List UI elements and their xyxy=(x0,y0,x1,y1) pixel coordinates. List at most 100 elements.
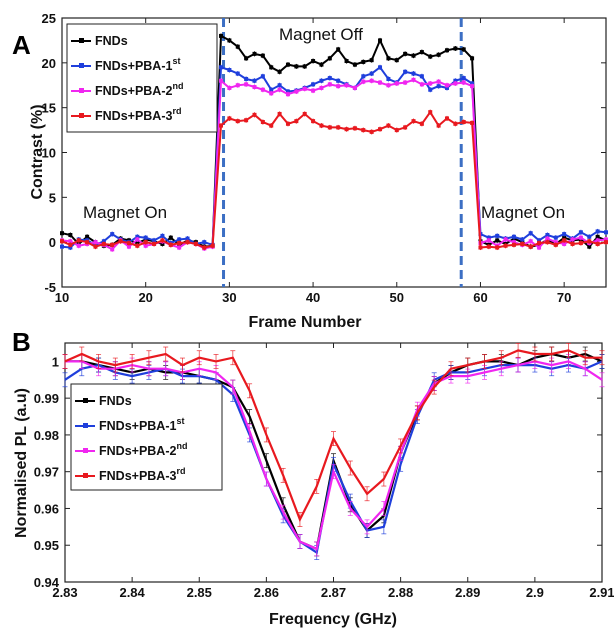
data-point xyxy=(537,245,542,250)
data-point xyxy=(227,38,232,43)
data-point xyxy=(411,71,416,76)
data-point xyxy=(562,235,567,240)
legend-label-3: FNDs+PBA-2nd xyxy=(99,441,187,458)
data-point xyxy=(185,240,190,245)
panel-b-x-tick-label: 2.88 xyxy=(388,585,413,600)
legend-label-text: FNDs+PBA-1 xyxy=(95,59,172,73)
panel-a-x-tick-label: 30 xyxy=(222,290,236,305)
annotation-magnet-on-right: Magnet On xyxy=(481,203,565,222)
legend-label-1: FNDs xyxy=(99,394,132,408)
data-point xyxy=(327,125,332,130)
data-point xyxy=(419,82,424,87)
data-point xyxy=(277,87,282,92)
data-point xyxy=(311,88,316,93)
data-point xyxy=(118,239,123,244)
panel-a-y-tick-label: 0 xyxy=(49,235,56,250)
data-point xyxy=(227,85,232,90)
data-point xyxy=(260,87,265,92)
data-point xyxy=(352,126,357,131)
series-line-4 xyxy=(62,342,605,527)
panel-b-y-tick-label: 0.96 xyxy=(34,501,59,516)
data-point xyxy=(126,241,131,246)
data-point xyxy=(436,123,441,128)
data-point xyxy=(319,123,324,128)
panel-a-x-tick-label: 40 xyxy=(306,290,320,305)
legend-label-4: FNDs+PBA-3rd xyxy=(95,106,181,123)
panel-a-x-axis-label: Frame Number xyxy=(249,314,362,331)
data-point xyxy=(361,74,366,79)
data-point xyxy=(470,56,475,61)
data-point xyxy=(595,241,600,246)
data-point xyxy=(244,56,249,61)
legend-label-text: FNDs xyxy=(95,34,128,48)
legend-label-superscript: nd xyxy=(176,441,187,451)
data-point xyxy=(369,71,374,76)
data-point xyxy=(545,240,550,245)
data-point xyxy=(403,125,408,130)
data-point xyxy=(419,121,424,126)
legend-label-text: FNDs+PBA-2 xyxy=(95,84,172,98)
data-point xyxy=(545,232,550,237)
data-point xyxy=(260,74,265,79)
data-point xyxy=(470,84,475,89)
panel-a-x-tick-label: 50 xyxy=(390,290,404,305)
data-point xyxy=(285,89,290,94)
data-point xyxy=(562,238,567,243)
data-point xyxy=(570,241,575,246)
data-point xyxy=(302,86,307,91)
data-point xyxy=(68,242,73,247)
data-point xyxy=(562,232,567,237)
panel-a-x-tick-label: 70 xyxy=(557,290,571,305)
panel-a-y-tick-label: 20 xyxy=(42,56,56,71)
panel-b-x-tick-label: 2.86 xyxy=(254,585,279,600)
data-point xyxy=(143,243,148,248)
data-point xyxy=(369,129,374,134)
data-point xyxy=(436,79,441,84)
data-point xyxy=(461,47,466,52)
legend-label-superscript: nd xyxy=(172,81,183,91)
data-point xyxy=(327,82,332,87)
panel-a-y-tick-label: 5 xyxy=(49,190,56,205)
data-point xyxy=(252,85,257,90)
data-point xyxy=(461,120,466,125)
data-point xyxy=(361,128,366,133)
data-point xyxy=(269,65,274,70)
data-point xyxy=(327,56,332,61)
data-point xyxy=(511,234,516,239)
data-point xyxy=(545,236,550,241)
panel-b-x-tick-label: 2.91 xyxy=(589,585,614,600)
panel-a-y-tick-label: 15 xyxy=(42,101,56,116)
data-point xyxy=(294,89,299,94)
data-point xyxy=(285,92,290,97)
data-point xyxy=(352,62,357,67)
data-point xyxy=(537,241,542,246)
data-point xyxy=(604,230,608,235)
data-point xyxy=(143,240,148,245)
legend-label-4: FNDs+PBA-3rd xyxy=(99,466,185,483)
data-point xyxy=(486,235,491,240)
data-point xyxy=(260,53,265,58)
legend-label-text: FNDs+PBA-3 xyxy=(99,469,176,483)
data-point xyxy=(553,240,558,245)
data-point xyxy=(68,245,73,250)
data-point xyxy=(361,59,366,64)
data-point xyxy=(244,82,249,87)
legend-label-superscript: st xyxy=(172,56,180,66)
data-point xyxy=(68,239,73,244)
data-point xyxy=(595,238,600,243)
data-point xyxy=(369,78,374,83)
data-point xyxy=(436,84,441,89)
data-point xyxy=(336,125,341,130)
series-path-4 xyxy=(64,349,602,523)
legend-label-text: FNDs xyxy=(99,394,132,408)
panel-b-y-axis-label: Normalised PL (a.u) xyxy=(13,388,30,538)
data-point xyxy=(461,76,466,81)
legend-label-text: FNDs+PBA-3 xyxy=(95,109,172,123)
data-point xyxy=(486,238,491,243)
data-point xyxy=(160,241,165,246)
panel-a-legend-box xyxy=(66,23,218,133)
data-point xyxy=(495,238,500,243)
data-point xyxy=(101,241,106,246)
data-point xyxy=(76,238,81,243)
